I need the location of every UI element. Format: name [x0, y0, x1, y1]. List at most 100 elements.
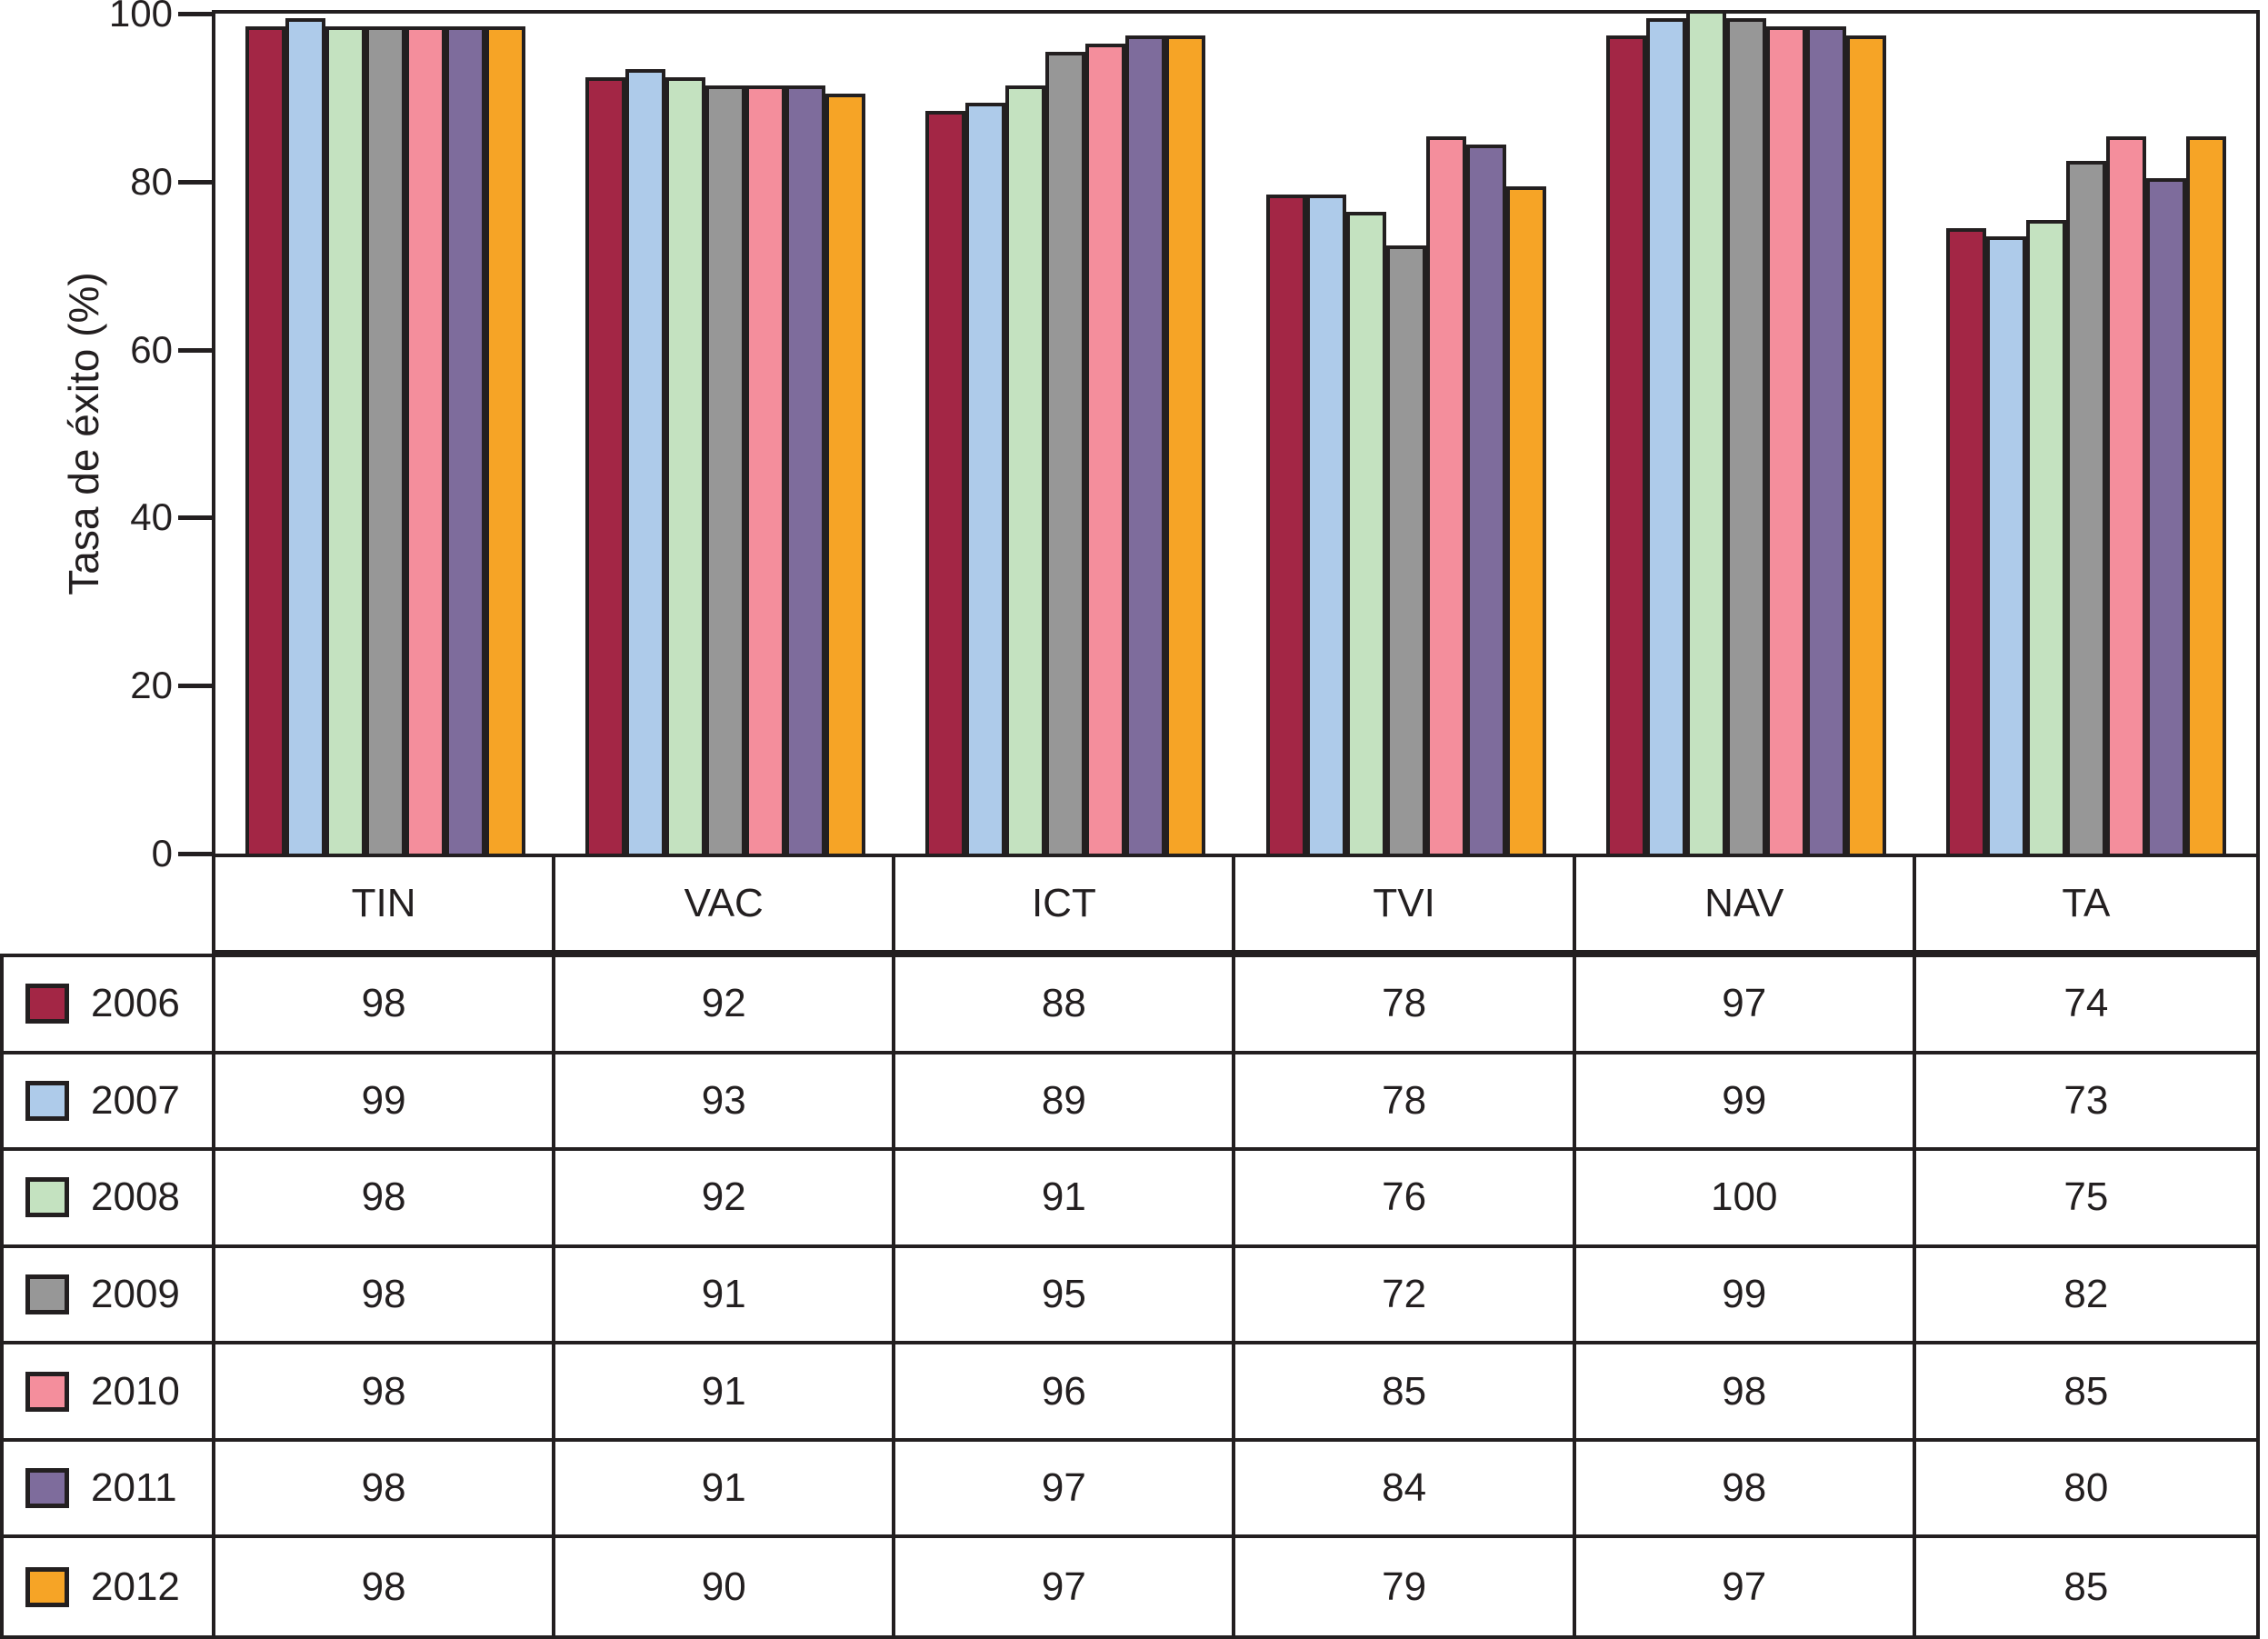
legend-cell-2011: 2011: [4, 1441, 215, 1539]
bar-2011-VAC: [785, 85, 826, 854]
legend-year-label: 2007: [91, 1077, 180, 1123]
value-cell-2007-TVI: 78: [1235, 1054, 1576, 1152]
value-cell-2008-ICT: 91: [895, 1151, 1236, 1248]
category-label-VAC: VAC: [555, 857, 896, 950]
bar-2009-VAC: [705, 85, 746, 854]
value-cell-2012-TVI: 79: [1235, 1538, 1576, 1635]
legend-year-label: 2009: [91, 1271, 180, 1316]
value-cell-2012-VAC: 90: [555, 1538, 896, 1635]
y-tick-mark: [178, 852, 213, 856]
value-cell-2007-TA: 73: [1915, 1054, 2256, 1152]
legend-cell-2006: 2006: [4, 957, 215, 1054]
legend-swatch-2011: [25, 1468, 69, 1509]
value-cell-2009-ICT: 95: [895, 1247, 1236, 1345]
bar-2008-ICT: [1005, 85, 1046, 854]
bar-2007-NAV: [1645, 18, 1686, 854]
bar-2012-TVI: [1505, 186, 1546, 854]
category-header-row: TIN VAC ICT TVI NAV TA: [212, 854, 2260, 954]
value-cell-2011-TIN: 98: [215, 1441, 556, 1539]
value-cell-2006-TVI: 78: [1235, 957, 1576, 1054]
category-label-TIN: TIN: [215, 857, 556, 950]
value-cell-2011-VAC: 91: [555, 1441, 896, 1539]
bar-2006-TA: [1945, 228, 1986, 854]
legend-swatch-2010: [25, 1371, 69, 1412]
bar-2006-NAV: [1605, 35, 1646, 854]
value-cell-2007-TIN: 99: [215, 1054, 556, 1152]
legend-swatch-2009: [25, 1274, 69, 1314]
value-cell-2009-TIN: 98: [215, 1247, 556, 1345]
value-cell-2012-TIN: 98: [215, 1538, 556, 1635]
y-tick-label: 60: [130, 327, 173, 371]
bar-2010-TIN: [405, 26, 446, 854]
legend-cell-2012: 2012: [4, 1538, 215, 1635]
y-tick-label: 20: [130, 664, 173, 707]
bar-2011-ICT: [1125, 35, 1166, 854]
value-cell-2009-VAC: 91: [555, 1247, 896, 1345]
y-tick-label: 100: [108, 0, 173, 35]
legend-year-label: 2006: [91, 981, 180, 1026]
bar-2011-NAV: [1805, 26, 1846, 854]
value-cell-2009-TA: 82: [1915, 1248, 2256, 1345]
legend-cell-2007: 2007: [4, 1054, 215, 1152]
bar-2010-ICT: [1085, 43, 1126, 854]
value-cell-2007-ICT: 89: [895, 1054, 1236, 1152]
legend-cell-2010: 2010: [4, 1344, 215, 1442]
bar-2012-TIN: [485, 26, 526, 854]
y-tick-label: 80: [130, 159, 173, 203]
value-cell-2010-ICT: 96: [895, 1344, 1236, 1442]
value-cell-2008-TA: 75: [1915, 1151, 2256, 1248]
legend-swatch-2012: [25, 1566, 69, 1607]
bar-2010-VAC: [745, 85, 786, 854]
bar-2011-TIN: [445, 26, 486, 854]
bar-2008-NAV: [1685, 14, 1726, 854]
category-label-TA: TA: [2062, 881, 2111, 925]
bar-2010-TA: [2105, 135, 2146, 854]
plot-area: [212, 10, 2260, 857]
legend-swatch-2008: [25, 1177, 69, 1218]
category-label-NAV: NAV: [1576, 857, 1916, 950]
value-cell-2008-NAV: 100: [1575, 1151, 1916, 1248]
legend-swatch-2007: [25, 1080, 69, 1121]
value-cell-2010-NAV: 98: [1575, 1344, 1916, 1442]
bar-group-TVI: [1236, 14, 1576, 854]
bar-2006-TIN: [245, 26, 286, 854]
legend-year-label: 2008: [91, 1174, 180, 1220]
bar-2012-TA: [2185, 135, 2226, 854]
bar-group-ICT: [895, 14, 1235, 854]
bar-2007-TIN: [285, 18, 326, 854]
bar-2010-TVI: [1425, 135, 1466, 854]
bar-2008-TIN: [325, 26, 366, 854]
bar-2006-ICT: [925, 110, 966, 854]
bar-group-TA: [1916, 14, 2256, 854]
value-cell-2006-NAV: 97: [1575, 957, 1916, 1054]
bar-2012-VAC: [825, 94, 866, 854]
value-cell-2010-VAC: 91: [555, 1344, 896, 1442]
bar-2012-NAV: [1845, 35, 1886, 854]
value-cell-2008-TIN: 98: [215, 1151, 556, 1248]
value-cell-2011-ICT: 97: [895, 1441, 1236, 1539]
value-cell-2010-TA: 85: [1915, 1344, 2256, 1442]
value-cell-2011-NAV: 98: [1575, 1441, 1916, 1539]
legend-year-label: 2012: [91, 1564, 180, 1609]
bar-2007-TVI: [1305, 195, 1346, 854]
value-cell-2010-TIN: 98: [215, 1344, 556, 1442]
bar-2008-TA: [2025, 220, 2066, 854]
y-tick-mark: [178, 12, 213, 16]
legend-year-label: 2010: [91, 1368, 180, 1414]
bar-2009-TIN: [365, 26, 406, 854]
y-tick-mark: [178, 347, 213, 353]
bar-group-TIN: [215, 14, 555, 854]
value-cell-2007-VAC: 93: [555, 1054, 896, 1152]
value-cell-2010-TVI: 85: [1235, 1344, 1576, 1442]
bar-2009-NAV: [1725, 18, 1766, 854]
y-axis-title: Tasa de éxito (%): [60, 272, 107, 595]
y-tick-mark: [178, 179, 213, 185]
category-label-TVI: TVI: [1235, 857, 1576, 950]
value-cell-2006-VAC: 92: [555, 957, 896, 1054]
bar-2009-ICT: [1045, 52, 1086, 854]
bar-2011-TA: [2145, 177, 2186, 854]
bar-group-VAC: [555, 14, 895, 854]
bar-2007-VAC: [625, 68, 666, 854]
value-cell-2008-VAC: 92: [555, 1151, 896, 1248]
